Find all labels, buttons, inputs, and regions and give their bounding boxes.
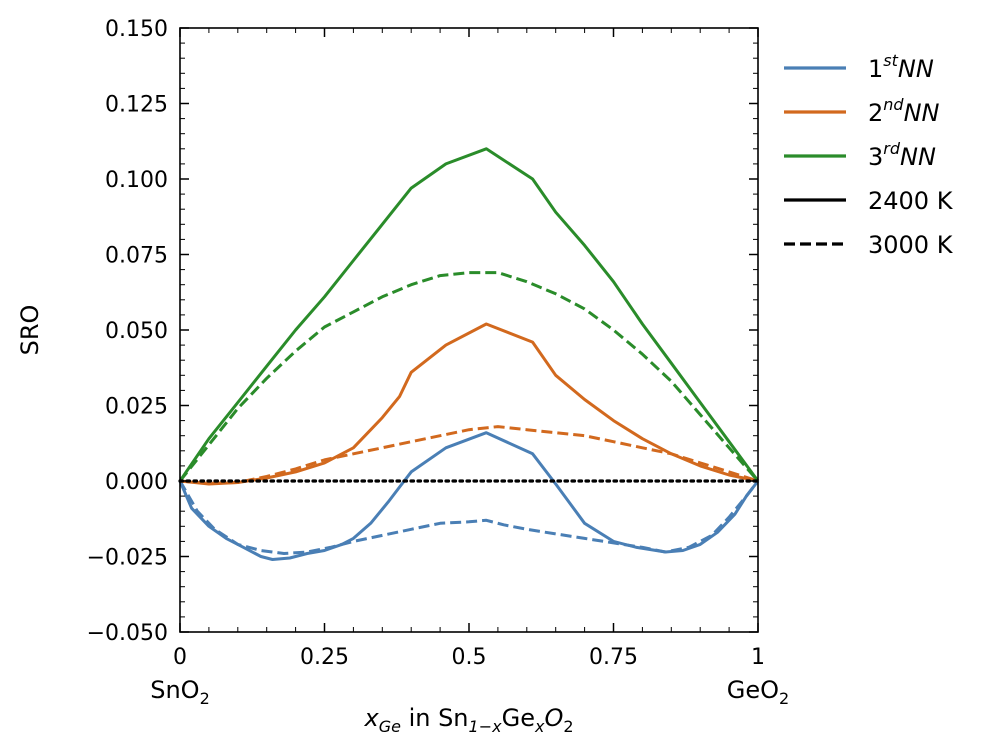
y-tick-label: 0.050 xyxy=(105,319,168,344)
ticks-layer xyxy=(179,27,759,633)
series-layer xyxy=(178,147,760,561)
x-tick-label: 0.5 xyxy=(452,645,487,670)
legend-label: 3rdNN xyxy=(868,139,936,171)
y-tick-label: 0.150 xyxy=(105,17,168,42)
legend: 1stNN 2ndNN 3rdNN 2400 K 3000 K xyxy=(784,51,954,259)
x-axis-label: xGe in Sn1−xGexO2 xyxy=(363,704,573,736)
y-tick-label: 0.000 xyxy=(105,470,168,495)
legend-label: 2400 K xyxy=(868,187,954,215)
series-line-nn1-3000 xyxy=(178,480,760,555)
series-line-nn2-3000 xyxy=(179,425,759,485)
x-tick-label: 0 xyxy=(173,645,187,670)
series-line-nn3-3000 xyxy=(178,271,760,482)
legend-label: 3000 K xyxy=(868,231,954,259)
labels-layer: 0.150 0.125 0.100 0.075 0.050 0.025 0.000 −0.02… xyxy=(16,17,789,736)
legend-label: 1stNN xyxy=(868,51,934,83)
series-line-nn2-2400 xyxy=(179,322,759,486)
y-tick-label: −0.050 xyxy=(87,621,168,646)
legend-label: 2ndNN xyxy=(868,95,940,127)
y-tick-label: 0.025 xyxy=(105,395,168,420)
y-tick-label: 0.075 xyxy=(105,244,168,269)
x-tick-label: 0.75 xyxy=(589,645,638,670)
y-tick-label: −0.025 xyxy=(87,546,168,571)
end-label-right: GeO2 xyxy=(727,676,789,708)
end-label-left: SnO2 xyxy=(150,676,210,708)
series-line-nn1-2400 xyxy=(178,431,760,561)
x-tick-label: 1 xyxy=(751,645,765,670)
y-tick-label: 0.125 xyxy=(105,93,168,118)
y-axis-label: SRO xyxy=(16,305,44,356)
x-tick-label: 0.25 xyxy=(300,645,349,670)
series-line-nn3-2400 xyxy=(178,147,760,482)
plot-frame xyxy=(179,27,759,633)
y-tick-label: 0.100 xyxy=(105,168,168,193)
